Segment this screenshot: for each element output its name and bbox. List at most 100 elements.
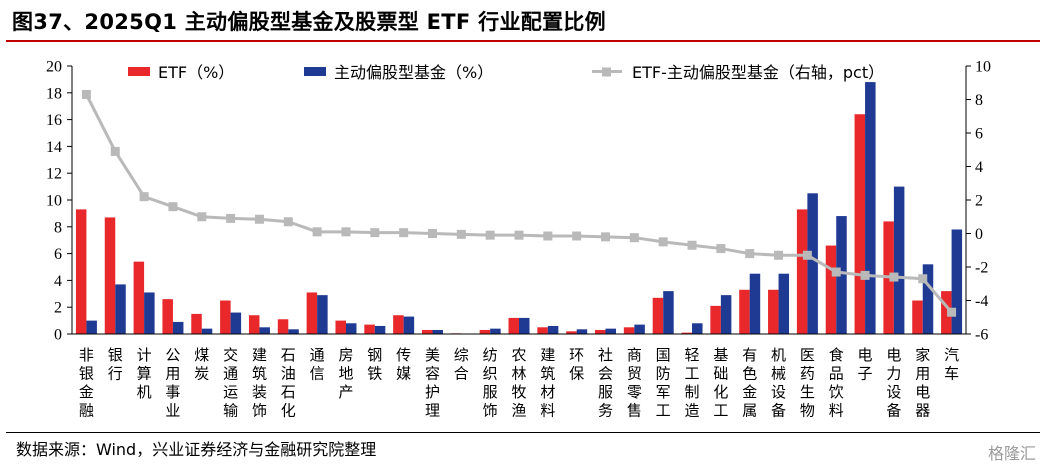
category-label: 计算机: [137, 346, 152, 401]
bar-etf: [623, 327, 635, 334]
bar-etf: [681, 332, 693, 334]
diff-line-layer: [81, 89, 957, 317]
diff-marker: [947, 307, 957, 317]
category-label: 环保: [569, 346, 584, 383]
diff-marker: [456, 229, 466, 239]
diff-marker: [889, 272, 899, 282]
bar-fund: [778, 273, 790, 334]
left-tick-label: 20: [46, 59, 62, 76]
legend-swatch-diff-marker: [602, 67, 611, 77]
diff-line: [85, 93, 953, 314]
bar-etf: [306, 292, 318, 334]
category-label: 医药生物: [800, 346, 815, 420]
bar-fund: [634, 324, 645, 334]
source-rule: [6, 432, 1040, 433]
right-tick-label: 8: [975, 92, 983, 109]
bar-fund: [374, 325, 386, 334]
diff-marker: [514, 230, 524, 240]
diff-marker: [687, 240, 697, 250]
bar-etf: [825, 245, 837, 334]
legend-label-fund: 主动偏股型基金（%）: [334, 63, 493, 82]
diff-marker: [601, 232, 611, 242]
diff-marker: [139, 192, 149, 202]
bar-fund: [345, 323, 357, 334]
diff-marker: [254, 214, 264, 224]
category-label: 基础化工: [713, 346, 728, 420]
bar-fund: [115, 284, 126, 334]
bar-fund: [259, 327, 270, 334]
bar-fund: [865, 82, 876, 334]
legend-swatch-fund: [304, 67, 326, 76]
category-label: 钢铁: [367, 346, 382, 383]
watermark-logo: 格隆汇: [987, 444, 1036, 463]
category-label: 电力设备: [886, 346, 901, 420]
bar-fund: [201, 328, 213, 334]
bar-etf: [912, 300, 923, 334]
category-label: 非银金融: [79, 346, 94, 420]
category-label: 国防军工: [656, 346, 671, 420]
bar-fund: [490, 328, 501, 334]
category-label: 综合: [454, 346, 469, 383]
bar-etf: [220, 300, 231, 334]
left-tick-label: 16: [46, 112, 62, 129]
bar-etf: [595, 329, 606, 334]
bar-fund: [403, 316, 415, 334]
chart-title: 图37、2025Q1 主动偏股型基金及股票型 ETF 行业配置比例: [12, 10, 606, 34]
left-tick-label: 12: [46, 166, 62, 183]
bar-fund: [836, 216, 847, 334]
bar-fund: [317, 295, 328, 334]
category-label: 通信: [310, 346, 325, 383]
right-tick-label: 2: [975, 193, 983, 210]
category-label: 有色金属: [742, 346, 757, 420]
category-label: 轻工制造: [685, 346, 700, 420]
right-tick-label: -6: [975, 327, 988, 344]
category-label: 建筑装饰: [252, 346, 267, 420]
diff-marker: [629, 233, 639, 243]
category-label: 交通运输: [223, 346, 238, 420]
bar-etf: [710, 305, 721, 334]
bar-etf: [768, 289, 779, 334]
category-label: 纺织服饰: [483, 346, 498, 420]
diff-marker: [370, 228, 380, 238]
bar-fund: [288, 329, 299, 334]
diff-marker: [860, 270, 870, 280]
category-label: 社会服务: [598, 346, 613, 420]
bar-etf: [75, 209, 87, 334]
category-label: 食品饮料: [829, 346, 844, 420]
bar-etf: [162, 299, 173, 334]
bar-fund: [605, 328, 617, 334]
category-label: 家用电器: [915, 346, 930, 420]
bar-etf: [854, 114, 866, 335]
bar-etf: [104, 217, 116, 334]
category-label: 建筑材料: [540, 346, 555, 420]
diff-marker: [543, 231, 553, 241]
axes-layer: 0 2 4 6 8 10 12 14 16 18 20 -6 -4 -2 0 2 4 6 8 10: [46, 59, 991, 344]
diff-marker: [399, 228, 409, 238]
category-label: 传媒: [396, 346, 411, 383]
bar-fund: [692, 323, 703, 334]
category-label: 银行: [108, 346, 123, 383]
right-tick-label: -4: [975, 293, 988, 310]
bar-fund: [922, 264, 934, 334]
diff-marker: [918, 274, 928, 284]
bar-fund: [893, 186, 905, 334]
left-tick-label: 4: [54, 273, 62, 290]
left-tick-label: 10: [46, 193, 62, 210]
bar-etf: [508, 317, 519, 334]
bar-fund: [663, 291, 674, 334]
bar-fund: [807, 193, 818, 334]
bar-fund: [172, 321, 184, 334]
bar-fund: [144, 292, 155, 334]
diff-marker: [168, 202, 178, 212]
bar-etf: [364, 324, 375, 334]
bar-etf: [566, 331, 577, 334]
bar-fund: [230, 312, 242, 334]
bar-fund: [951, 229, 963, 334]
diff-marker: [427, 229, 437, 238]
bar-etf: [335, 320, 346, 334]
chart-svg: 0 2 4 6 8 10 12 14 16 18 20 -6 -4 -2 0 2 4 6 8 10 非银金融银行计算机…: [46, 59, 991, 420]
bar-etf: [941, 291, 952, 334]
bar-etf: [796, 209, 808, 334]
bars-layer: [75, 82, 963, 335]
diff-marker: [745, 249, 755, 259]
